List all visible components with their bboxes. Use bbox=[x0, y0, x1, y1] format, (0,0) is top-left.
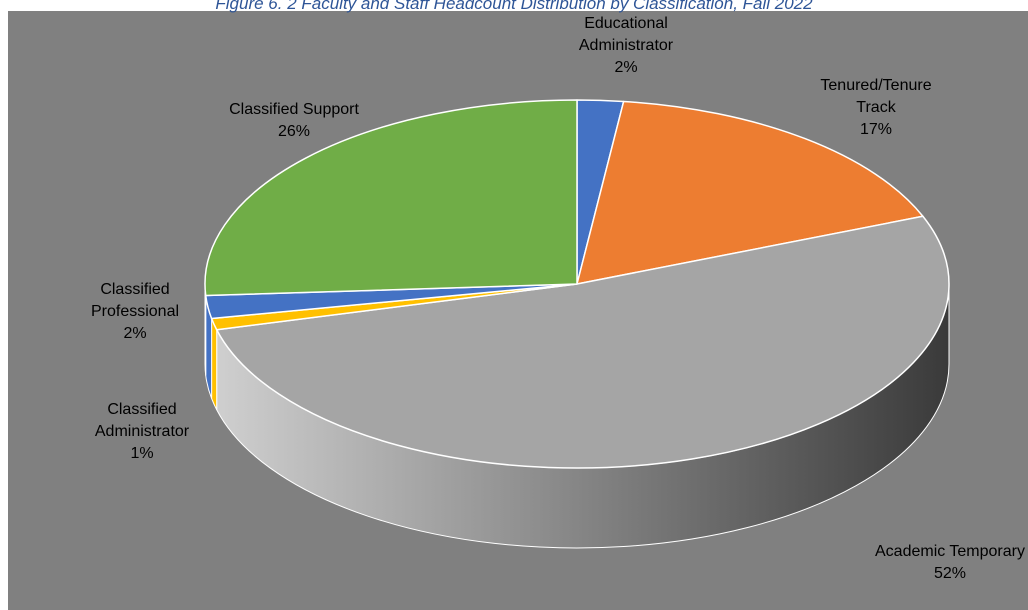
data-label-classified-support: Classified Support 26% bbox=[229, 101, 359, 140]
chart-caption: Figure 6. 2 Faculty and Staff Headcount … bbox=[215, 0, 813, 13]
data-label-academic-temporary: Academic Temporary 52% bbox=[875, 543, 1025, 582]
data-label-educational-administrator: Educational Administrator 2% bbox=[579, 15, 674, 76]
slice-side-classified-administrator bbox=[211, 318, 218, 410]
slice-tenured-tenure-track bbox=[576, 100, 924, 285]
slice-academic-temporary bbox=[215, 215, 950, 469]
data-label-tenured-tenure-track: Tenured/Tenure Track 17% bbox=[820, 77, 931, 138]
slice-classified-support bbox=[204, 99, 578, 297]
data-label-classified-professional: Classified Professional 2% bbox=[91, 281, 179, 342]
data-label-classified-administrator: Classified Administrator 1% bbox=[95, 401, 190, 462]
